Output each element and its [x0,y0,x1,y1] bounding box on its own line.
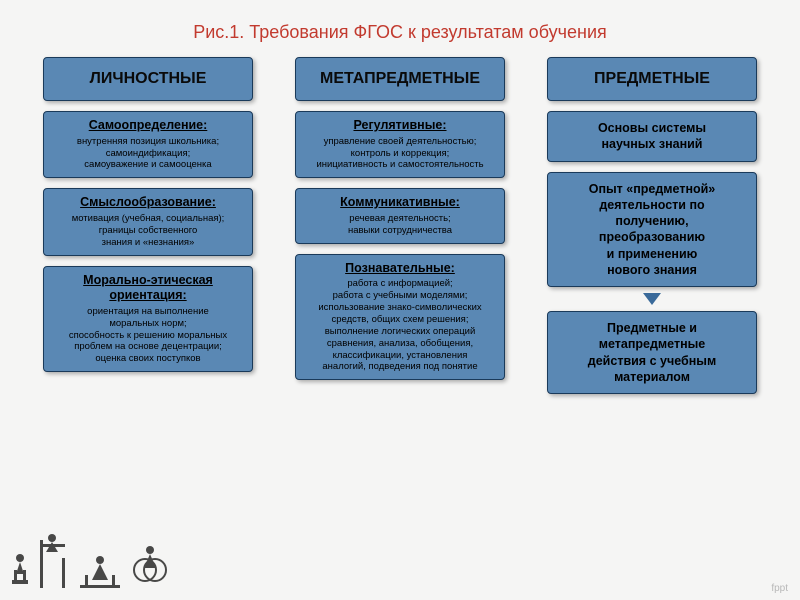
card-body: ориентация на выполнение моральных норм;… [50,306,246,365]
header-metasubject: МЕТАПРЕДМЕТНЫЕ [295,57,505,101]
card-body: управление своей деятельностью; контроль… [302,136,498,172]
watermark: fppt [771,583,788,594]
card-title: Познавательные: [302,261,498,277]
card-body: внутренняя позиция школьника; самоиндифи… [50,136,246,172]
card-regulatory: Регулятивные: управление своей деятельно… [295,111,505,178]
card-meaning-formation: Смыслообразование: мотивация (учебная, с… [43,188,253,255]
card-foundations: Основы системы научных знаний [547,111,757,162]
gymnastics-silhouette-icon [0,530,200,600]
column-subject: ПРЕДМЕТНЫЕ Основы системы научных знаний… [532,57,772,394]
columns-container: ЛИЧНОСТНЫЕ Самоопределение: внутренняя п… [0,57,800,394]
card-communicative: Коммуникативные: речевая деятельность; н… [295,188,505,243]
column-personal: ЛИЧНОСТНЫЕ Самоопределение: внутренняя п… [28,57,268,394]
card-body: работа с информацией; работа с учебными … [302,278,498,373]
figure-title: Рис.1. Требования ФГОС к результатам обу… [0,0,800,57]
card-actions: Предметные и метапредметные действия с у… [547,311,757,394]
card-self-determination: Самоопределение: внутренняя позиция школ… [43,111,253,178]
card-cognitive: Познавательные: работа с информацией; ра… [295,254,505,381]
header-subject: ПРЕДМЕТНЫЕ [547,57,757,101]
card-moral-ethical: Морально-этическая ориентация: ориентаци… [43,266,253,373]
card-body: мотивация (учебная, социальная); границы… [50,213,246,249]
card-body: речевая деятельность; навыки сотрудничес… [302,213,498,237]
card-experience: Опыт «предметной» деятельности по получе… [547,172,757,288]
card-title: Смыслообразование: [50,195,246,211]
card-title: Самоопределение: [50,118,246,134]
column-metasubject: МЕТАПРЕДМЕТНЫЕ Регулятивные: управление … [280,57,520,394]
arrow-down-icon [643,293,661,305]
card-title: Регулятивные: [302,118,498,134]
header-personal: ЛИЧНОСТНЫЕ [43,57,253,101]
card-title: Морально-этическая ориентация: [50,273,246,304]
card-title: Коммуникативные: [302,195,498,211]
